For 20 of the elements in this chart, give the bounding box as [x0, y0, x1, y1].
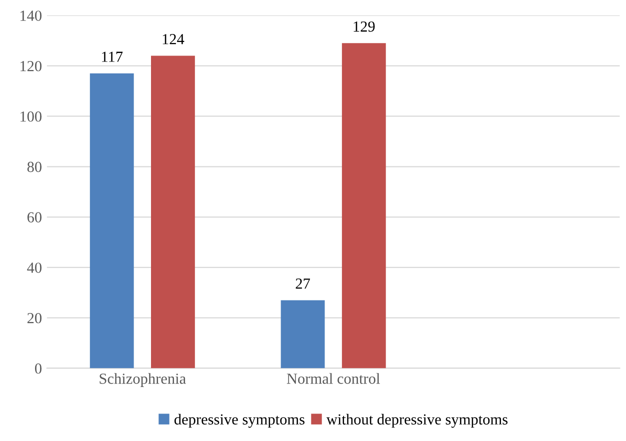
data-label: 124: [162, 34, 184, 44]
bar: [90, 73, 134, 368]
y-tick-label: 60: [27, 212, 42, 222]
data-label: 27: [296, 278, 310, 289]
bar: [151, 56, 195, 368]
legend-label: without depressive symptoms: [326, 414, 508, 428]
legend-label: depressive symptoms: [174, 414, 304, 428]
y-tick-label: 100: [20, 111, 42, 122]
y-tick-label: 20: [27, 312, 42, 324]
x-tick-label: Schizophrenia: [100, 373, 186, 387]
y-tick-label: 0: [35, 363, 42, 374]
x-tick-label: Normal control: [286, 373, 380, 384]
bar: [280, 300, 325, 368]
y-tick-label: 40: [27, 262, 42, 273]
data-label: 129: [354, 21, 375, 32]
y-tick-label: 120: [20, 60, 42, 72]
bar: [342, 43, 386, 368]
y-tick-label: 140: [20, 10, 42, 21]
y-tick-label: 80: [27, 162, 42, 172]
data-label: 117: [102, 52, 123, 62]
